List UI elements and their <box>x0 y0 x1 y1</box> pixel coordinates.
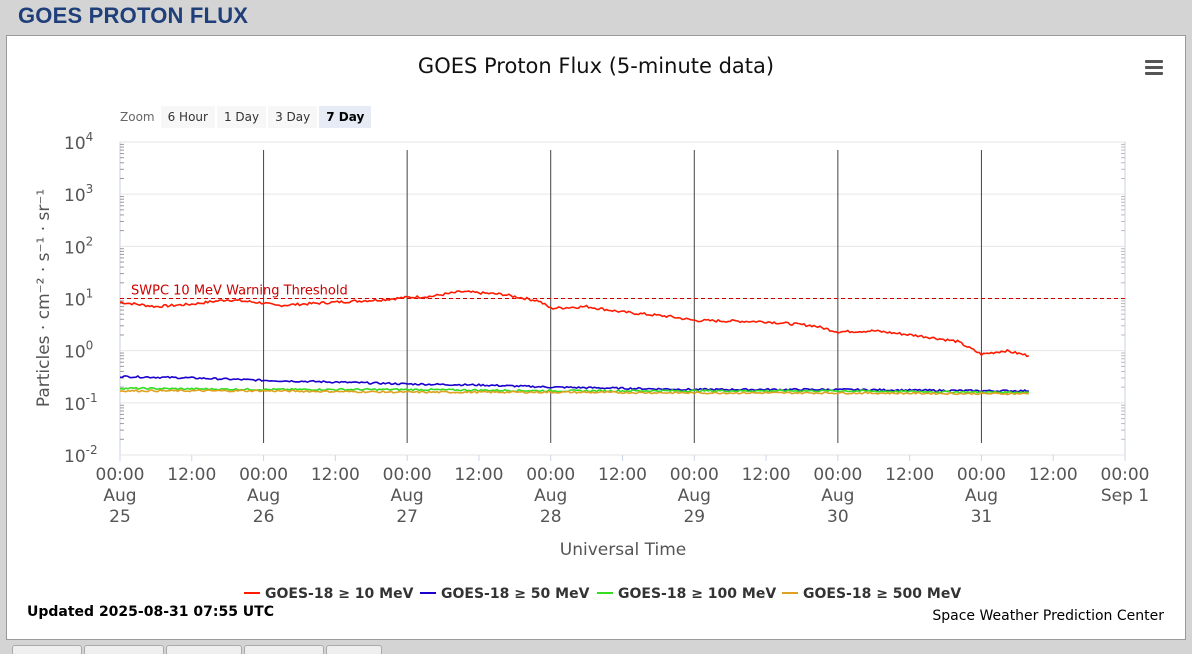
bottom-strip <box>0 640 1192 650</box>
zoom-bar: Zoom 6 Hour 1 Day 3 Day 7 Day <box>120 105 373 129</box>
zoom-label: Zoom <box>120 110 155 124</box>
zoom-1-day-button[interactable]: 1 Day <box>216 106 267 128</box>
zoom-6-hour-button[interactable]: 6 Hour <box>160 106 215 128</box>
chart-panel: Zoom 6 Hour 1 Day 3 Day 7 Day <box>6 35 1186 640</box>
page-header-title: GOES PROTON FLUX <box>18 3 249 28</box>
zoom-7-day-button[interactable]: 7 Day <box>319 106 372 128</box>
zoom-3-day-button[interactable]: 3 Day <box>268 106 318 128</box>
hamburger-menu-icon[interactable] <box>1145 60 1163 76</box>
